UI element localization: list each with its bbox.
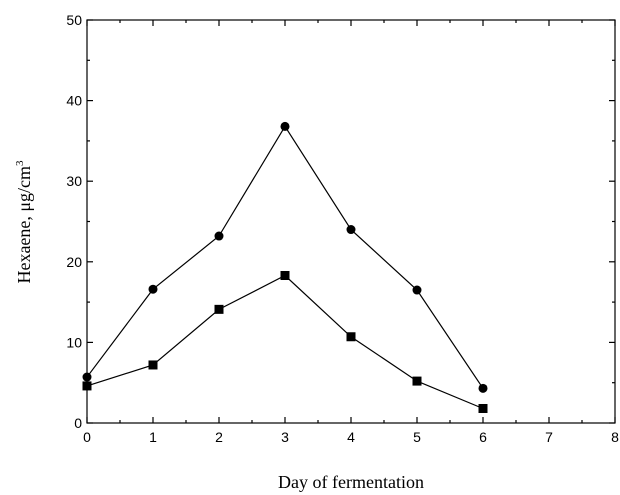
plot-frame — [86, 19, 616, 424]
x-tick-label: 1 — [149, 429, 157, 445]
y-axis-title: Hexaene, μg/cm3 — [14, 160, 34, 284]
x-tick-label: 5 — [413, 429, 421, 445]
y-tick-label: 30 — [66, 173, 82, 189]
series-2-point — [148, 360, 158, 370]
series-2-point — [82, 381, 92, 391]
y-tick-label: 40 — [66, 93, 82, 109]
y-axis-title-superscript: 3 — [14, 160, 26, 166]
series-2-point — [214, 304, 224, 314]
series-1-point — [412, 285, 422, 295]
series-1-point — [82, 372, 92, 382]
series-1-point — [280, 121, 290, 131]
series-2-line — [86, 274, 484, 410]
y-tick-label: 20 — [66, 254, 82, 270]
y-tick-label: 50 — [66, 12, 82, 28]
series-1-line — [86, 125, 484, 389]
series-2-point — [412, 376, 422, 386]
series-group — [82, 121, 488, 413]
series-2-point — [346, 332, 356, 342]
series-1-point — [346, 225, 356, 235]
x-tick-label: 2 — [215, 429, 223, 445]
ticks: 0 1 2 3 4 5 6 7 8 0 10 20 30 40 50 — [66, 12, 619, 445]
y-axis-title-main: Hexaene, μg/cm — [14, 166, 34, 284]
series-1-point — [148, 284, 158, 294]
x-tick-label: 6 — [479, 429, 487, 445]
y-tick-label: 0 — [74, 415, 82, 431]
x-axis-title: Day of fermentation — [278, 472, 424, 492]
y-tick-label: 10 — [66, 334, 82, 350]
x-tick-label: 0 — [83, 429, 91, 445]
x-tick-label: 4 — [347, 429, 355, 445]
series-1-point — [214, 231, 224, 241]
x-tick-label: 3 — [281, 429, 289, 445]
x-tick-label: 7 — [545, 429, 553, 445]
series-1-point — [478, 383, 488, 393]
x-tick-label: 8 — [611, 429, 619, 445]
series-2-point — [478, 403, 488, 413]
series-2-point — [280, 271, 290, 281]
